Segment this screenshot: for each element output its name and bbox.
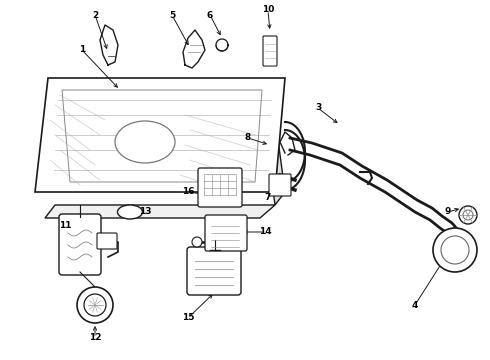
Circle shape bbox=[433, 228, 477, 272]
Text: 13: 13 bbox=[139, 207, 151, 216]
Text: 4: 4 bbox=[412, 301, 418, 310]
FancyBboxPatch shape bbox=[187, 247, 241, 295]
Ellipse shape bbox=[118, 205, 143, 219]
FancyBboxPatch shape bbox=[97, 233, 117, 249]
FancyBboxPatch shape bbox=[59, 214, 101, 275]
FancyBboxPatch shape bbox=[198, 168, 242, 207]
Text: 3: 3 bbox=[315, 104, 321, 112]
Circle shape bbox=[192, 237, 202, 247]
Text: 14: 14 bbox=[259, 228, 271, 237]
Polygon shape bbox=[35, 78, 285, 192]
Text: 5: 5 bbox=[169, 10, 175, 19]
FancyBboxPatch shape bbox=[269, 174, 291, 196]
Polygon shape bbox=[45, 205, 275, 218]
Text: 1: 1 bbox=[79, 45, 85, 54]
Circle shape bbox=[463, 210, 473, 220]
Text: 11: 11 bbox=[59, 220, 71, 230]
Circle shape bbox=[84, 294, 106, 316]
Text: 8: 8 bbox=[245, 134, 251, 143]
Text: 7: 7 bbox=[265, 194, 271, 202]
Text: 12: 12 bbox=[89, 333, 101, 342]
Text: 2: 2 bbox=[92, 10, 98, 19]
Text: 10: 10 bbox=[262, 5, 274, 14]
Circle shape bbox=[77, 287, 113, 323]
Ellipse shape bbox=[115, 121, 175, 163]
Text: 15: 15 bbox=[182, 314, 194, 323]
Text: 16: 16 bbox=[182, 188, 194, 197]
Circle shape bbox=[441, 236, 469, 264]
FancyBboxPatch shape bbox=[205, 215, 247, 251]
Text: 6: 6 bbox=[207, 10, 213, 19]
Circle shape bbox=[459, 206, 477, 224]
FancyBboxPatch shape bbox=[263, 36, 277, 66]
Text: 9: 9 bbox=[445, 207, 451, 216]
Polygon shape bbox=[260, 80, 285, 205]
